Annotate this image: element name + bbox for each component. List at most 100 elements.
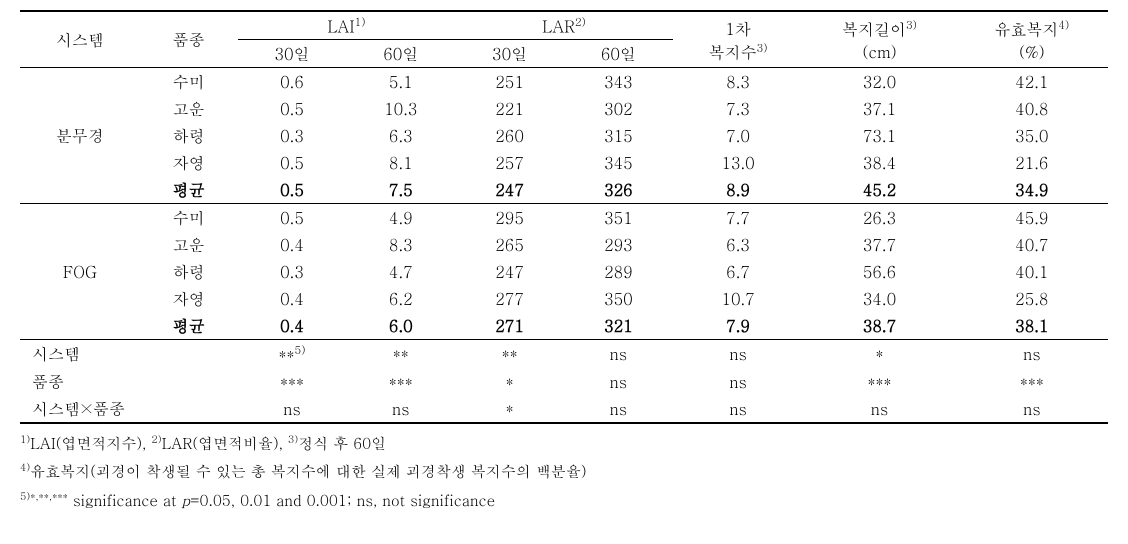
data-cell: 257	[455, 149, 564, 176]
data-cell: 7.0	[673, 122, 804, 149]
stat-cell: ns	[803, 395, 955, 423]
data-cell: 295	[455, 204, 564, 232]
stat-cell: ns	[673, 395, 804, 423]
data-cell: 271	[455, 312, 564, 340]
system-cell: 분무경	[20, 68, 140, 204]
data-cell: 수미	[140, 204, 238, 232]
data-cell: 42.1	[956, 68, 1108, 96]
col-lar: LAR2)	[455, 11, 673, 40]
stat-cell: **	[346, 340, 455, 368]
col-lar-60: 60일	[564, 40, 673, 68]
data-cell: 자영	[140, 149, 238, 176]
col-lai-60: 60일	[346, 40, 455, 68]
stat-cell: ns	[956, 340, 1108, 368]
col-bokjilen: 복지길이3)(cm)	[803, 11, 955, 68]
data-cell: 8.1	[346, 149, 455, 176]
data-cell: 6.2	[346, 285, 455, 312]
stat-label: 품종	[20, 368, 238, 395]
data-cell: 0.5	[238, 204, 347, 232]
data-cell: 7.5	[346, 176, 455, 204]
data-cell: 10.3	[346, 95, 455, 122]
col-bokji1: 1차복지수3)	[673, 11, 804, 68]
data-cell: 하령	[140, 258, 238, 285]
data-cell: 38.1	[956, 312, 1108, 340]
data-cell: 73.1	[803, 122, 955, 149]
data-cell: 7.3	[673, 95, 804, 122]
data-cell: 247	[455, 258, 564, 285]
data-cell: 34.9	[956, 176, 1108, 204]
stat-cell: *	[803, 340, 955, 368]
data-cell: 251	[455, 68, 564, 96]
data-cell: 326	[564, 176, 673, 204]
data-cell: 4.7	[346, 258, 455, 285]
data-cell: 6.3	[346, 122, 455, 149]
stat-cell: ***	[803, 368, 955, 395]
data-cell: 26.3	[803, 204, 955, 232]
data-cell: 8.3	[346, 231, 455, 258]
data-cell: 0.4	[238, 231, 347, 258]
data-cell: 6.0	[346, 312, 455, 340]
stat-cell: ns	[564, 395, 673, 423]
data-cell: 38.4	[803, 149, 955, 176]
data-cell: 7.9	[673, 312, 804, 340]
col-lar-30: 30일	[455, 40, 564, 68]
data-cell: 0.3	[238, 122, 347, 149]
col-variety: 품종	[140, 11, 238, 68]
data-cell: 0.5	[238, 95, 347, 122]
stat-cell: ***	[346, 368, 455, 395]
data-cell: 247	[455, 176, 564, 204]
stat-cell: ns	[346, 395, 455, 423]
stat-cell: ns	[673, 368, 804, 395]
system-cell: FOG	[20, 204, 140, 340]
data-cell: 평균	[140, 312, 238, 340]
data-cell: 8.9	[673, 176, 804, 204]
data-cell: 고운	[140, 231, 238, 258]
data-cell: 5.1	[346, 68, 455, 96]
data-cell: 34.0	[803, 285, 955, 312]
data-table: 시스템 품종 LAI1) LAR2) 1차복지수3) 복지길이3)(cm) 유효…	[20, 10, 1108, 424]
data-cell: 6.3	[673, 231, 804, 258]
data-cell: 260	[455, 122, 564, 149]
stat-cell: **	[455, 340, 564, 368]
data-cell: 0.4	[238, 312, 347, 340]
data-cell: 0.5	[238, 176, 347, 204]
col-lai-30: 30일	[238, 40, 347, 68]
stat-cell: *	[455, 395, 564, 423]
stat-cell: ***	[238, 368, 347, 395]
col-system: 시스템	[20, 11, 140, 68]
stat-cell: **5)	[238, 340, 347, 368]
stat-label: 시스템×품종	[20, 395, 238, 423]
data-cell: 25.8	[956, 285, 1108, 312]
data-cell: 351	[564, 204, 673, 232]
footnotes: 1)LAI(엽면적지수), 2)LAR(엽면적비율), 3)정식 후 60일 4…	[20, 430, 1108, 514]
data-cell: 고운	[140, 95, 238, 122]
stat-cell: ns	[564, 340, 673, 368]
data-cell: 하령	[140, 122, 238, 149]
data-cell: 45.9	[956, 204, 1108, 232]
data-cell: 265	[455, 231, 564, 258]
stat-label: 시스템	[20, 340, 238, 368]
data-cell: 수미	[140, 68, 238, 96]
data-cell: 289	[564, 258, 673, 285]
data-cell: 6.7	[673, 258, 804, 285]
data-cell: 0.3	[238, 258, 347, 285]
data-cell: 45.2	[803, 176, 955, 204]
data-cell: 277	[455, 285, 564, 312]
data-cell: 37.7	[803, 231, 955, 258]
data-cell: 345	[564, 149, 673, 176]
data-cell: 7.7	[673, 204, 804, 232]
data-cell: 38.7	[803, 312, 955, 340]
data-cell: 평균	[140, 176, 238, 204]
data-cell: 37.1	[803, 95, 955, 122]
col-lai: LAI1)	[238, 11, 456, 40]
stat-cell: ns	[956, 395, 1108, 423]
data-cell: 0.4	[238, 285, 347, 312]
data-cell: 35.0	[956, 122, 1108, 149]
stat-cell: *	[455, 368, 564, 395]
data-cell: 자영	[140, 285, 238, 312]
data-cell: 40.8	[956, 95, 1108, 122]
data-cell: 56.6	[803, 258, 955, 285]
data-cell: 13.0	[673, 149, 804, 176]
data-cell: 350	[564, 285, 673, 312]
data-cell: 302	[564, 95, 673, 122]
